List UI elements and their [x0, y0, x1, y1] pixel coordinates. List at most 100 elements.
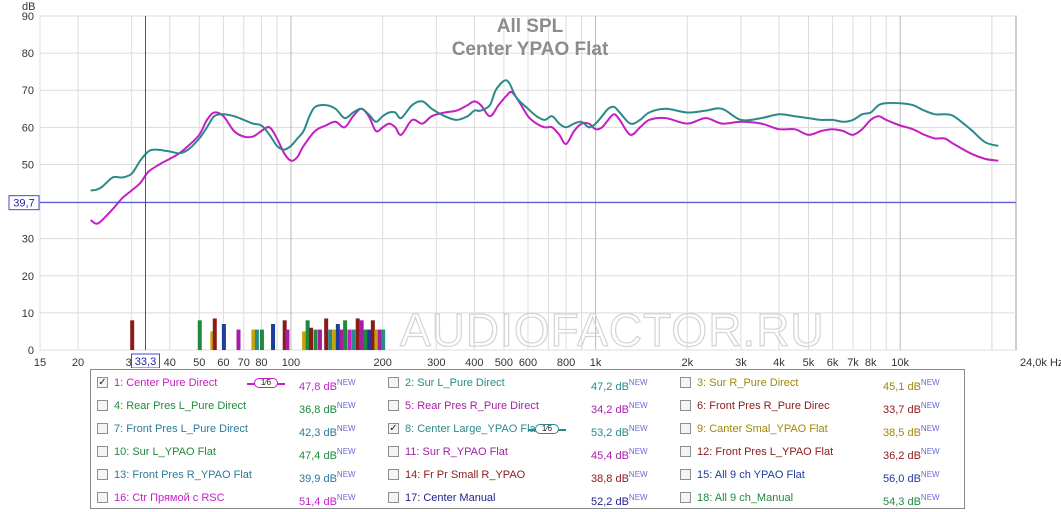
legend-item[interactable]: 5: Rear Pres R_Pure Direct 34,2 dBNEW: [388, 396, 668, 416]
cursor[interactable]: 39,7 33,3: [8, 16, 1016, 368]
band-bar: [251, 329, 256, 350]
new-marker: NEW: [628, 493, 648, 502]
x-tick-label: 15: [34, 357, 46, 368]
legend-checkbox[interactable]: [97, 469, 108, 480]
legend-item[interactable]: 6: Front Pres R_Pure Direc 33,7 dBNEW: [680, 396, 960, 416]
legend-checkbox[interactable]: [680, 377, 691, 388]
legend-item-name: 8: Center Large_YPAO Fla: [405, 423, 536, 435]
legend-item[interactable]: 9: Canter Smal_YPAO Flat 38,5 dBNEW: [680, 419, 960, 439]
value-text: 47,8 dB: [299, 381, 337, 393]
new-marker: NEW: [336, 401, 356, 410]
legend-checkbox[interactable]: ✓: [97, 377, 108, 388]
band-bar: [317, 329, 322, 350]
x-tick-label: 60: [217, 357, 229, 368]
band-bar: [343, 320, 348, 350]
band-bar: [282, 320, 287, 350]
legend-checkbox[interactable]: [680, 423, 691, 434]
legend-checkbox[interactable]: [388, 377, 399, 388]
legend-item[interactable]: ✓ 1: Center Pure Direct 1⁄6 47,8 dBNEW: [97, 373, 377, 393]
legend-row: 16: Ctr Прямой с RSC 51,4 dBNEW 17: Center…: [91, 488, 964, 508]
legend-item[interactable]: 3: Sur R_Pure Direct 45,1 dBNEW: [680, 373, 960, 393]
value-text: 53,2 dB: [591, 427, 629, 439]
legend-checkbox[interactable]: [388, 446, 399, 457]
legend-checkbox[interactable]: [680, 446, 691, 457]
legend-item[interactable]: 18: All 9 ch_Manual 54,3 dBNEW: [680, 488, 960, 508]
band-bar: [377, 329, 382, 350]
axis-ticks: 0102030405060708090152030405060708010020…: [22, 11, 1061, 368]
grid: [39, 15, 1017, 351]
legend-checkbox[interactable]: [388, 400, 399, 411]
legend-item-name: 13: Front Pres R_YPAO Flat: [114, 469, 252, 481]
cursor-y-box: [8, 195, 40, 211]
legend-checkbox[interactable]: [680, 492, 691, 503]
legend-item-value: 53,2 dBNEW: [591, 419, 648, 443]
legend-item[interactable]: 14: Fr Pr Small R_YPAO 38,8 dBNEW: [388, 465, 668, 485]
legend-item[interactable]: 4: Rear Pres L_Pure Direct 36,8 dBNEW: [97, 396, 377, 416]
y-tick-label: 20: [22, 271, 34, 283]
new-marker: NEW: [920, 470, 940, 479]
legend-checkbox[interactable]: [388, 469, 399, 480]
new-marker: NEW: [336, 470, 356, 479]
y-tick-label: 10: [22, 308, 34, 320]
legend-item[interactable]: 10: Sur L_YPAO Flat 47,4 dBNEW: [97, 442, 377, 462]
new-marker: NEW: [628, 378, 648, 387]
band-bar: [210, 331, 215, 350]
legend-item-name: 11: Sur R_YPAO Flat: [405, 446, 508, 458]
x-tick-label: 200: [373, 357, 391, 368]
x-tick-label: 300: [427, 357, 445, 368]
x-tick-label: 7k: [847, 357, 859, 368]
new-marker: NEW: [920, 401, 940, 410]
legend-row: 7: Front Pres L_Pure Direct 42,3 dBNEW ✓ 8:…: [91, 419, 964, 439]
legend-item-value: 45,1 dBNEW: [883, 373, 940, 397]
band-bar: [212, 318, 217, 350]
legend-checkbox[interactable]: ✓: [388, 423, 399, 434]
x-tick-label: 10k: [891, 357, 909, 368]
band-bar: [221, 324, 226, 350]
legend-checkbox[interactable]: [680, 469, 691, 480]
legend-item[interactable]: 13: Front Pres R_YPAO Flat 39,9 dBNEW: [97, 465, 377, 485]
legend-item-name: 14: Fr Pr Small R_YPAO: [405, 469, 526, 481]
legend-checkbox[interactable]: [97, 446, 108, 457]
smoothing-badge[interactable]: 1⁄6: [247, 378, 285, 388]
legend-item-name: 5: Rear Pres R_Pure Direct: [405, 400, 539, 412]
legend-checkbox[interactable]: [680, 400, 691, 411]
band-bar: [367, 329, 372, 350]
legend-item[interactable]: 17: Center Manual 52,2 dBNEW: [388, 488, 668, 508]
value-text: 36,2 dB: [883, 450, 921, 462]
band-bar: [130, 320, 135, 350]
legend-item-value: 36,8 dBNEW: [299, 396, 356, 420]
legend-item[interactable]: 7: Front Pres L_Pure Direct 42,3 dBNEW: [97, 419, 377, 439]
band-bar: [271, 324, 276, 350]
value-text: 34,2 dB: [591, 404, 629, 416]
legend-item-name: 6: Front Pres R_Pure Direc: [697, 400, 830, 412]
legend-checkbox[interactable]: [97, 400, 108, 411]
legend-item-value: 36,2 dBNEW: [883, 442, 940, 466]
legend-item-value: 56,0 dBNEW: [883, 465, 940, 489]
new-marker: NEW: [628, 470, 648, 479]
legend-item[interactable]: 11: Sur R_YPAO Flat 45,4 dBNEW: [388, 442, 668, 462]
legend-item-value: 47,2 dBNEW: [591, 373, 648, 397]
legend-item[interactable]: 2: Sur L_Pure Direct 47,2 dBNEW: [388, 373, 668, 393]
legend-item[interactable]: 16: Ctr Прямой с RSC 51,4 dBNEW: [97, 488, 377, 508]
legend-checkbox[interactable]: [97, 423, 108, 434]
value-text: 45,1 dB: [883, 381, 921, 393]
spl-chart[interactable]: AUDIOFACTOR.RU 0 10 20 30 40 50 60 70 80 90 15 20 30…: [0, 0, 1061, 368]
new-marker: NEW: [336, 493, 356, 502]
smoothing-badge[interactable]: 1⁄6: [528, 424, 566, 434]
value-text: 38,8 dB: [591, 473, 629, 485]
value-text: 36,8 dB: [299, 404, 337, 416]
legend-item[interactable]: ✓ 8: Center Large_YPAO Fla 1⁄6 53,2 dBNEW: [388, 419, 668, 439]
y-tick-label: 50: [22, 159, 34, 171]
cursor-y-label: 39,7: [13, 198, 34, 210]
legend-item[interactable]: 15: All 9 ch YPAO Flat 56,0 dBNEW: [680, 465, 960, 485]
value-text: 33,7 dB: [883, 404, 921, 416]
legend-row: 13: Front Pres R_YPAO Flat 39,9 dBNEW 14: …: [91, 465, 964, 485]
watermark: AUDIOFACTOR.RU: [400, 304, 825, 356]
legend-checkbox[interactable]: [388, 492, 399, 503]
value-text: 38,5 dB: [883, 427, 921, 439]
legend-item[interactable]: 12: Front Pres L_YPAO Flat 36,2 dBNEW: [680, 442, 960, 462]
value-text: 54,3 dB: [883, 496, 921, 508]
x-tick-label: 500: [495, 357, 513, 368]
legend-checkbox[interactable]: [97, 492, 108, 503]
band-bar: [236, 329, 241, 350]
